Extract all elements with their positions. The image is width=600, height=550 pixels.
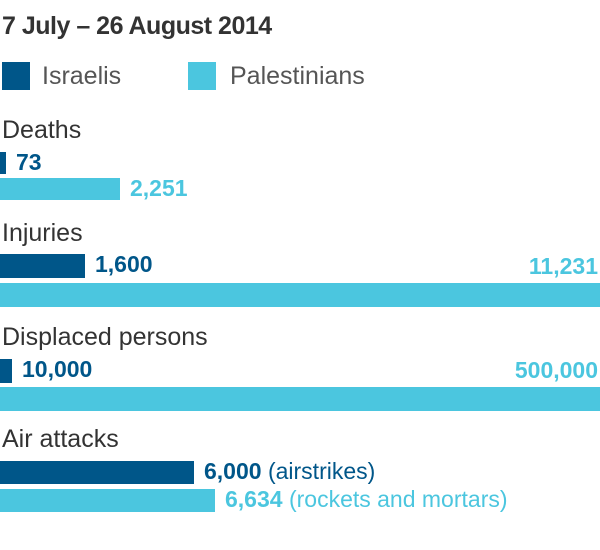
value-label-deaths-israelis: 73 [16, 149, 42, 175]
value-label-injuries-palestinians: 11,231 [528, 253, 598, 279]
bar-displaced-persons-palestinians [0, 387, 600, 411]
value-label-air-attacks-palestinians: 6,634 (rockets and mortars) [225, 486, 508, 512]
bar-deaths-palestinians [0, 178, 120, 200]
bar-deaths-israelis [0, 152, 6, 174]
value-label-displaced-persons-palestinians: 500,000 [514, 357, 598, 383]
group-label-deaths: Deaths [2, 116, 82, 144]
bar-displaced-persons-israelis [0, 359, 12, 383]
group-label-air-attacks: Air attacks [2, 425, 119, 453]
legend-label-palestinians: Palestinians [230, 62, 365, 90]
group-label-injuries: Injuries [2, 219, 83, 247]
legend-label-israelis: Israelis [42, 62, 122, 90]
value-label-displaced-persons-israelis: 10,000 [22, 356, 93, 382]
bar-injuries-palestinians [0, 283, 600, 307]
bar-air-attacks-israelis [0, 461, 194, 484]
bar-air-attacks-palestinians [0, 489, 215, 512]
value-label-deaths-palestinians: 2,251 [130, 175, 188, 201]
legend-swatch-palestinians [188, 62, 216, 90]
value-label-injuries-israelis: 1,600 [95, 251, 153, 277]
bar-injuries-israelis [0, 254, 85, 278]
chart-title: 7 July – 26 August 2014 [2, 12, 272, 40]
legend-swatch-israelis [2, 62, 30, 90]
value-label-air-attacks-israelis: 6,000 (airstrikes) [204, 458, 376, 484]
group-label-displaced-persons: Displaced persons [2, 323, 208, 351]
